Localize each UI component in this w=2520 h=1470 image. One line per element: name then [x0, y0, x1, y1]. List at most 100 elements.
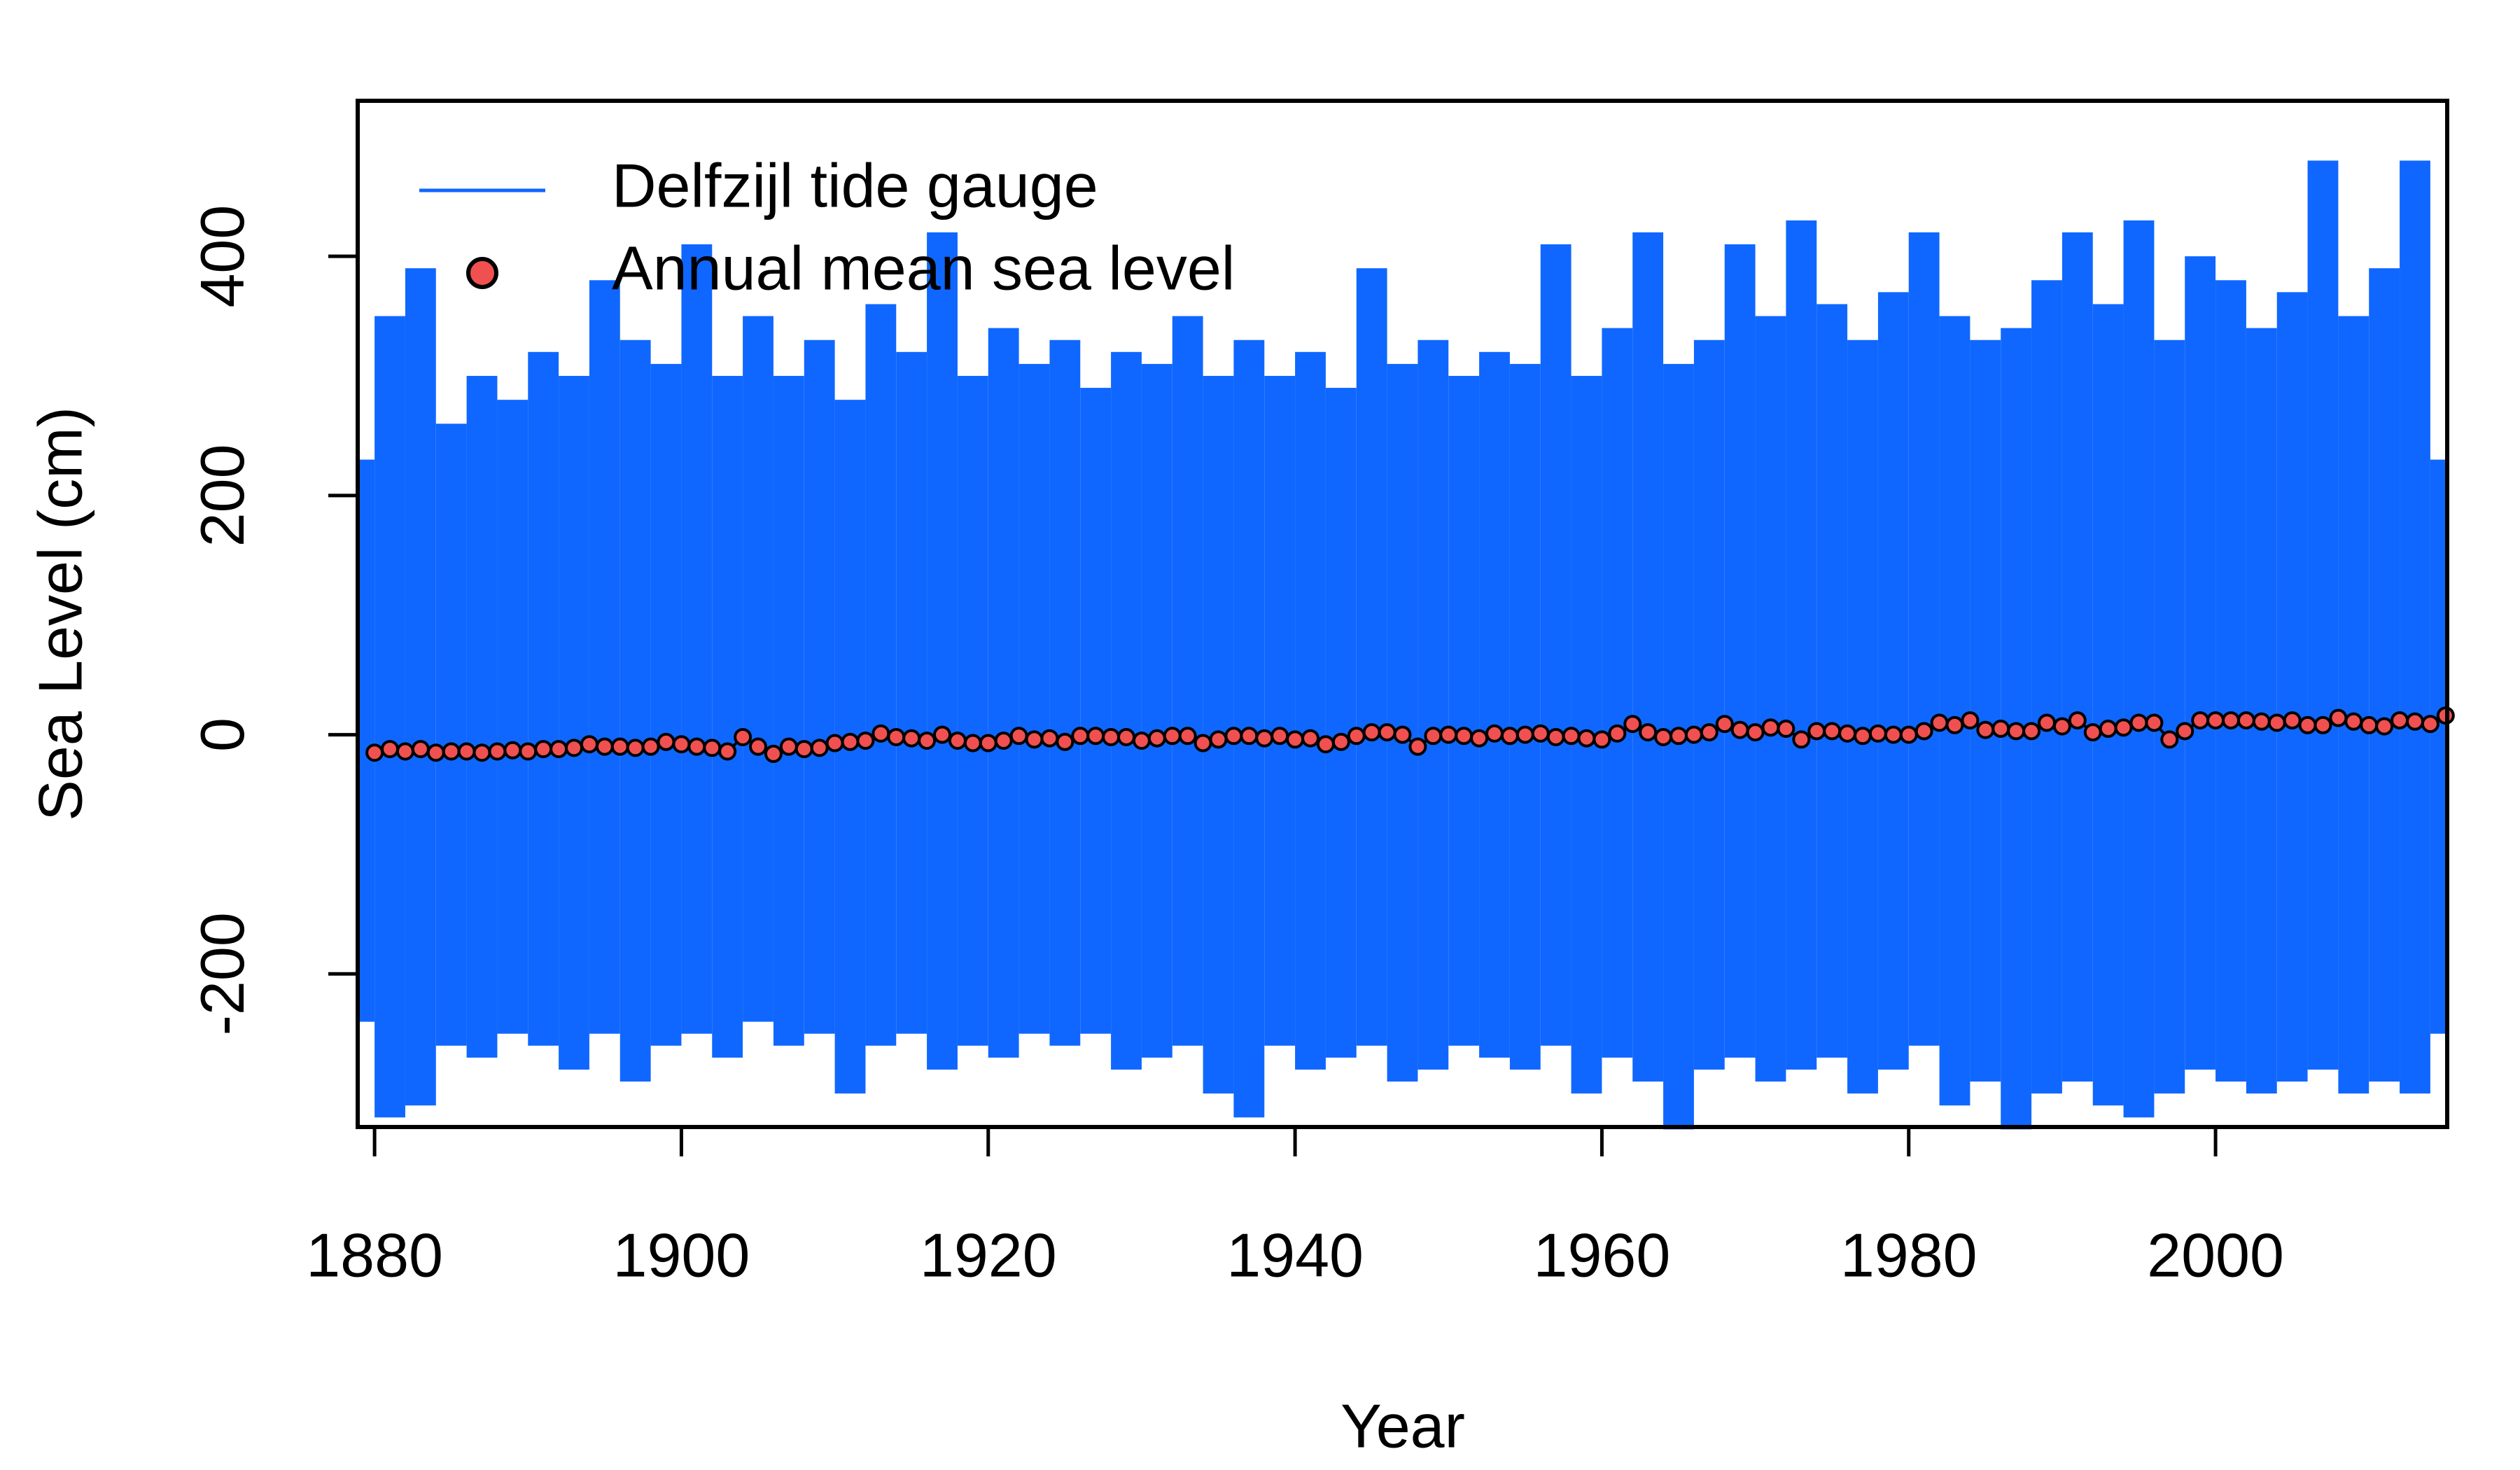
tide-range: [1325, 388, 1357, 1058]
mean-point: [1102, 727, 1121, 746]
tide-range: [896, 351, 927, 1034]
mean-point: [2221, 711, 2240, 730]
mean-point: [626, 738, 645, 757]
tide-range: [528, 351, 559, 1046]
tide-range: [435, 424, 467, 1046]
mean-point: [1132, 732, 1151, 750]
x-tick-label: 1900: [613, 1220, 750, 1289]
mean-point: [1424, 727, 1443, 746]
mean-point: [365, 743, 384, 762]
mean-point: [1807, 722, 1826, 741]
tide-range: [1632, 232, 1664, 1082]
tide-range: [1049, 340, 1081, 1046]
mean-point: [1025, 730, 1044, 749]
mean-point: [1868, 724, 1887, 743]
tide-range: [2369, 268, 2400, 1082]
tide-range: [2430, 459, 2447, 1034]
mean-point: [2176, 722, 2194, 741]
tide-range: [2031, 280, 2062, 1094]
mean-point: [2037, 713, 2056, 732]
mean-point: [1117, 727, 1136, 746]
mean-point: [1730, 720, 1749, 739]
mean-point: [2405, 712, 2424, 731]
mean-point: [1945, 715, 1964, 734]
tide-range: [2276, 292, 2308, 1082]
tide-range: [957, 375, 988, 1046]
mean-point: [2129, 713, 2148, 732]
mean-point: [2375, 717, 2394, 736]
legend-label: Annual mean sea level: [612, 233, 1235, 302]
y-tick-label: 0: [188, 718, 257, 752]
mean-point: [1040, 729, 1059, 748]
tide-range: [2062, 232, 2093, 1082]
x-tick-label: 1980: [1840, 1220, 1977, 1289]
tide-range: [1418, 340, 1449, 1070]
tide-range: [497, 400, 528, 1034]
mean-point: [411, 740, 430, 759]
mean-point: [1056, 732, 1074, 751]
mean-point: [2298, 715, 2317, 734]
y-tick-label: 200: [188, 444, 257, 547]
mean-point: [610, 737, 629, 756]
mean-point: [887, 727, 906, 746]
x-tick-label: 1960: [1534, 1220, 1671, 1289]
mean-point: [1884, 725, 1903, 744]
mean-point: [718, 742, 737, 761]
mean-point: [2022, 722, 2041, 741]
mean-point: [1546, 727, 1565, 746]
mean-point: [687, 737, 706, 756]
x-tick-label: 1940: [1226, 1220, 1364, 1289]
tide-range: [1509, 363, 1541, 1070]
mean-point: [1255, 729, 1274, 748]
mean-point: [1914, 722, 1933, 741]
x-tick-label: 1880: [306, 1220, 443, 1289]
tide-range: [2246, 328, 2277, 1094]
tide-range: [1693, 340, 1725, 1070]
mean-point: [1516, 725, 1534, 744]
tide-range: [743, 316, 774, 1022]
mean-point: [2145, 713, 2164, 732]
mean-point: [902, 729, 921, 748]
mean-point: [672, 735, 691, 754]
mean-point: [963, 734, 982, 752]
mean-point: [1639, 723, 1658, 742]
tide-range: [1387, 363, 1418, 1082]
tide-range: [2307, 160, 2339, 1070]
mean-point: [1240, 727, 1259, 746]
mean-point: [1086, 727, 1105, 746]
tide-range: [1939, 316, 1970, 1106]
tide-range: [1816, 304, 1848, 1058]
tide-range: [1111, 351, 1142, 1070]
mean-point: [1684, 725, 1703, 744]
mean-point: [764, 744, 783, 763]
mean-point: [1761, 718, 1780, 737]
tide-range: [1755, 316, 1786, 1082]
tide-range: [1877, 292, 1909, 1070]
tide-range: [1847, 340, 1878, 1094]
mean-point: [1961, 711, 1980, 730]
mean-point: [1823, 722, 1842, 741]
tide-range: [2216, 280, 2246, 1082]
mean-point: [1393, 725, 1412, 744]
mean-point: [1178, 727, 1197, 746]
legend-label: Delfzijl tide gauge: [612, 150, 1098, 220]
tide-range: [1356, 268, 1387, 1046]
mean-point: [749, 737, 768, 756]
tide-range: [1479, 351, 1510, 1058]
mean-point: [1577, 729, 1596, 748]
mean-point: [2267, 713, 2286, 732]
tide-range: [773, 375, 804, 1046]
tide-range: [1264, 375, 1296, 1046]
tide-range: [2400, 160, 2430, 1094]
mean-point: [2314, 715, 2332, 734]
tide-range: [1448, 375, 1480, 1046]
mean-point: [841, 732, 860, 751]
mean-point: [1331, 732, 1350, 751]
mean-point: [1378, 723, 1396, 742]
mean-point: [825, 734, 844, 752]
x-tick-label: 2000: [2147, 1220, 2284, 1289]
mean-point: [1592, 730, 1611, 749]
tide-range: [1141, 363, 1172, 1058]
y-axis-label: Sea Level (cm): [25, 407, 94, 821]
